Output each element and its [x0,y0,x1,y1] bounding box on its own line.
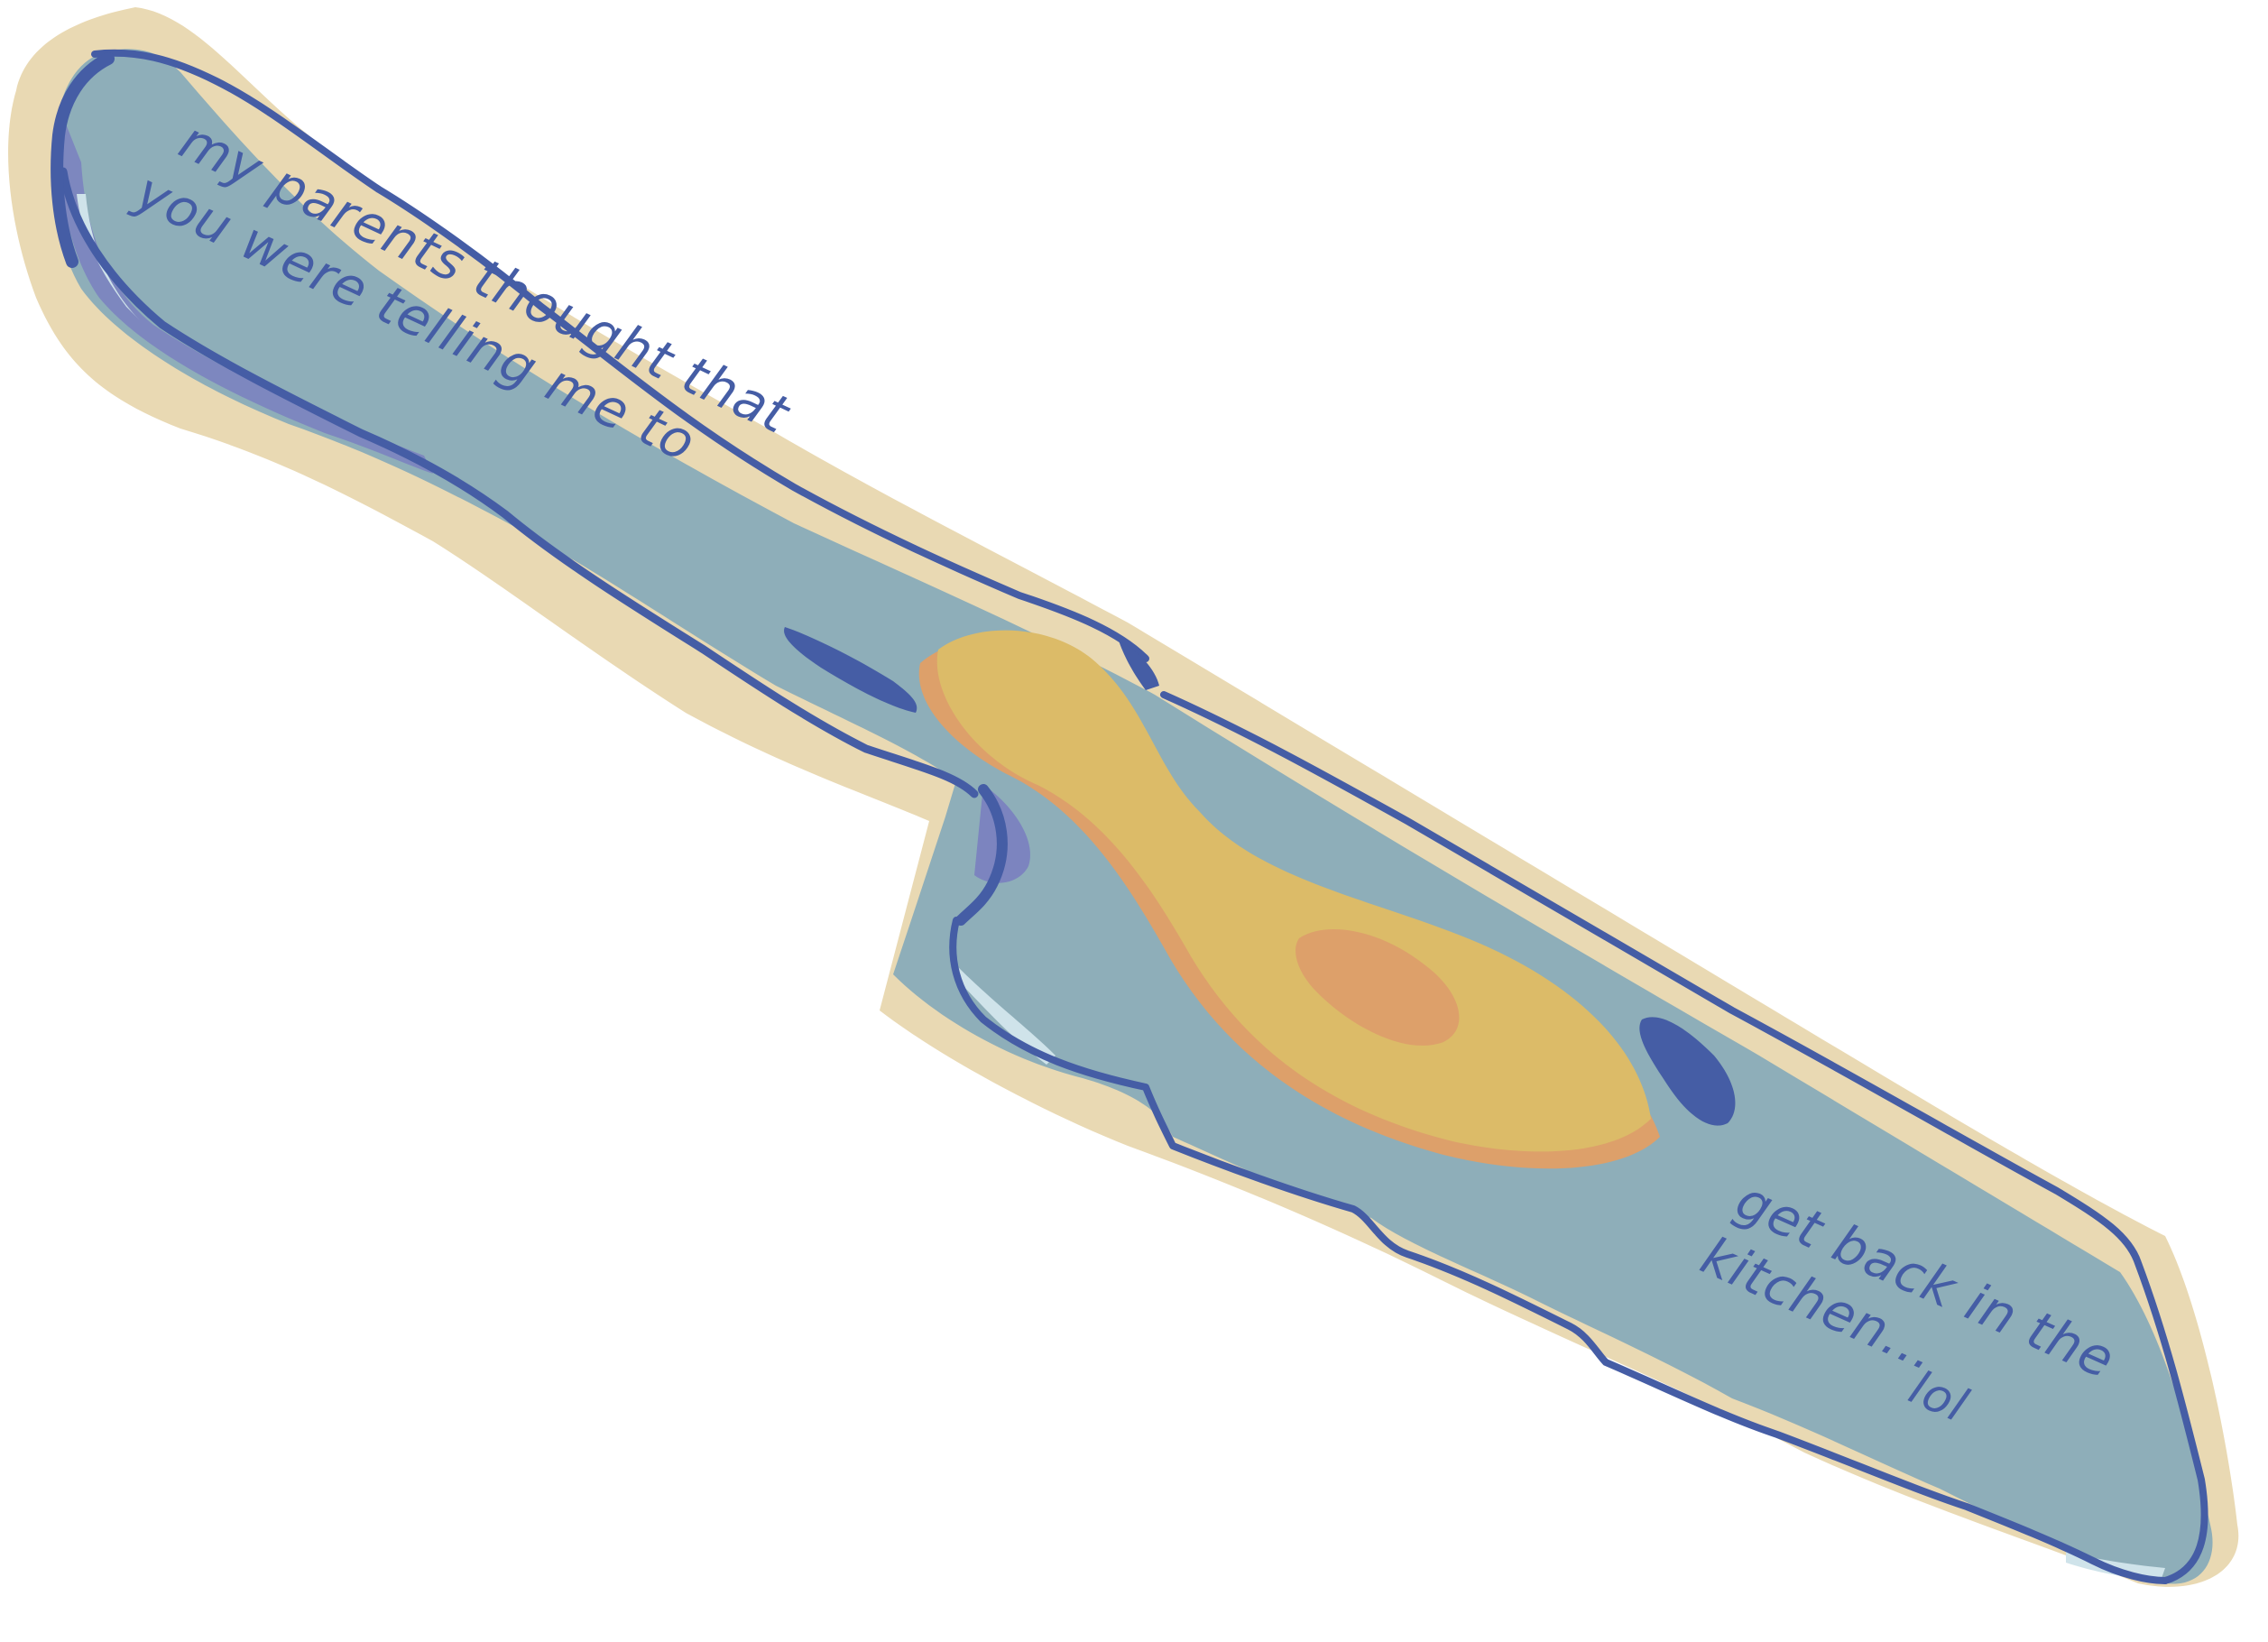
handle-bottom-edge [59,167,979,798]
handle-end-cap [51,52,115,268]
handle-highlight [77,194,140,320]
rivet-mark-right [1639,1017,1736,1126]
rivet-mark-center [1119,641,1159,690]
blade-edge [949,917,2169,1584]
handle-top-edge [91,49,1149,662]
reflection-mustard [936,630,1651,1152]
blade-spine [1160,691,2208,1584]
blade-highlight [956,965,1056,1065]
rivet-mark-left [784,627,917,713]
bolster-curve [955,784,1008,926]
reflection-orange-spot [1295,929,1460,1046]
ink-outline [51,49,2208,1584]
